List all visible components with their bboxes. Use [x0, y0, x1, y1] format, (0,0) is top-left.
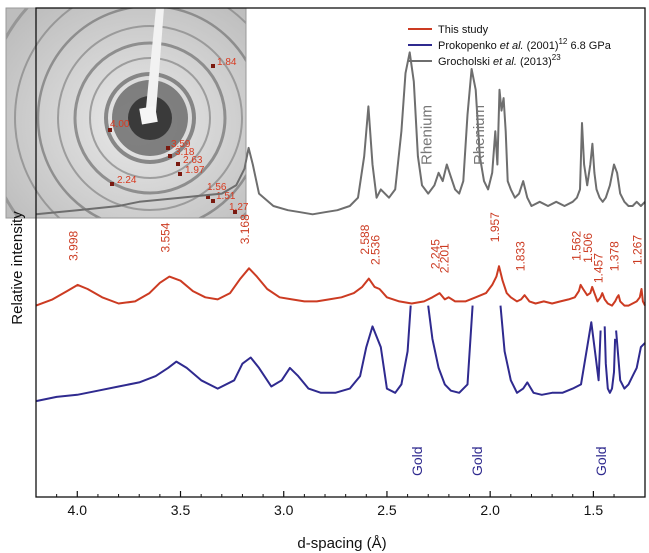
peak-label: 1.562 [570, 230, 584, 260]
ring-marker [206, 195, 210, 199]
diffraction-ring [36, 8, 246, 218]
diffraction-ring [14, 8, 246, 218]
x-tick-label: 2.0 [480, 502, 500, 518]
series-grocholski [35, 51, 646, 216]
legend-entry: Grocholski et al. (2013)23 [438, 53, 561, 68]
ring-label: 2.63 [183, 155, 203, 166]
x-tick-label: 2.5 [377, 502, 397, 518]
ring-label: 1.56 [207, 182, 227, 193]
peak-label: 3.168 [238, 214, 252, 244]
ring-marker [233, 210, 237, 214]
series-line [35, 305, 412, 403]
ring-marker [176, 162, 180, 166]
peak-label: 2.245 [429, 239, 443, 269]
rhenium-annotation: Rhenium [418, 105, 435, 165]
ring-marker [166, 146, 170, 150]
ring-marker [211, 199, 215, 203]
ring-label: 2.24 [117, 175, 137, 186]
series-line [615, 330, 646, 390]
ring-marker [211, 64, 215, 68]
gold-annotation: Gold [469, 446, 485, 476]
ring-label: 1.51 [216, 191, 236, 202]
plot-frame [35, 7, 646, 498]
series-prokopenko [35, 305, 646, 403]
legend-entry: This study [438, 24, 489, 36]
peak-label: 1.506 [581, 233, 595, 263]
ring-label: 1.84 [217, 57, 237, 68]
diffraction-pattern-inset: 1.84 4.00 3.593.182.63 2.24 1.971.561.511.27 [5, 7, 249, 219]
peak-label: 1.833 [514, 241, 528, 271]
ring-label: 1.97 [185, 165, 205, 176]
diffraction-ring [73, 41, 227, 195]
beam-stop [139, 105, 158, 125]
series-line [499, 305, 602, 396]
legend-entry: Prokopenko et al. (2001)12 6.8 GPa [438, 37, 612, 52]
series-line [427, 305, 474, 394]
peak-label: 1.378 [608, 241, 622, 271]
series-line [35, 265, 646, 307]
series-layer [35, 51, 646, 403]
series-line [35, 51, 646, 216]
beam-stop-arm [146, 8, 164, 112]
ring-marker [168, 154, 172, 158]
ring-marker [178, 172, 182, 176]
peak-label: 1.267 [630, 235, 644, 265]
peak-label: 3.554 [158, 222, 172, 252]
y-axis-label: Relative intensity [9, 211, 26, 325]
ring-marker [110, 182, 114, 186]
series-this-study [35, 265, 646, 307]
gold-annotation: Gold [593, 446, 609, 476]
axes: 4.0 3.5 3.0 2.5 2.0 1.5 [35, 7, 646, 518]
ring-label: 4.00 [110, 119, 130, 130]
x-tick-label: 1.5 [584, 502, 604, 518]
peak-label: 2.201 [438, 243, 452, 273]
peak-label: 1.457 [591, 253, 605, 283]
peak-label: 2.536 [369, 235, 383, 265]
ring-label: 1.27 [229, 202, 249, 213]
x-tick-label: 3.5 [171, 502, 191, 518]
series-line [603, 326, 617, 394]
rhenium-annotation: Rhenium [471, 105, 488, 165]
ring-marker [108, 128, 112, 132]
peak-label: 1.957 [488, 212, 502, 242]
x-tick-label: 4.0 [68, 502, 88, 518]
ring-label: 3.18 [175, 147, 195, 158]
ring-label: 3.59 [171, 139, 191, 150]
diffraction-ring [57, 25, 243, 211]
inset-image [6, 8, 246, 218]
x-tick-label: 3.0 [274, 502, 294, 518]
x-axis-label: d-spacing (Å) [297, 535, 386, 552]
gold-annotation: Gold [409, 446, 425, 476]
diffraction-ring [89, 57, 211, 179]
peak-label: 2.588 [358, 224, 372, 254]
peak-label: 3.998 [67, 230, 81, 260]
